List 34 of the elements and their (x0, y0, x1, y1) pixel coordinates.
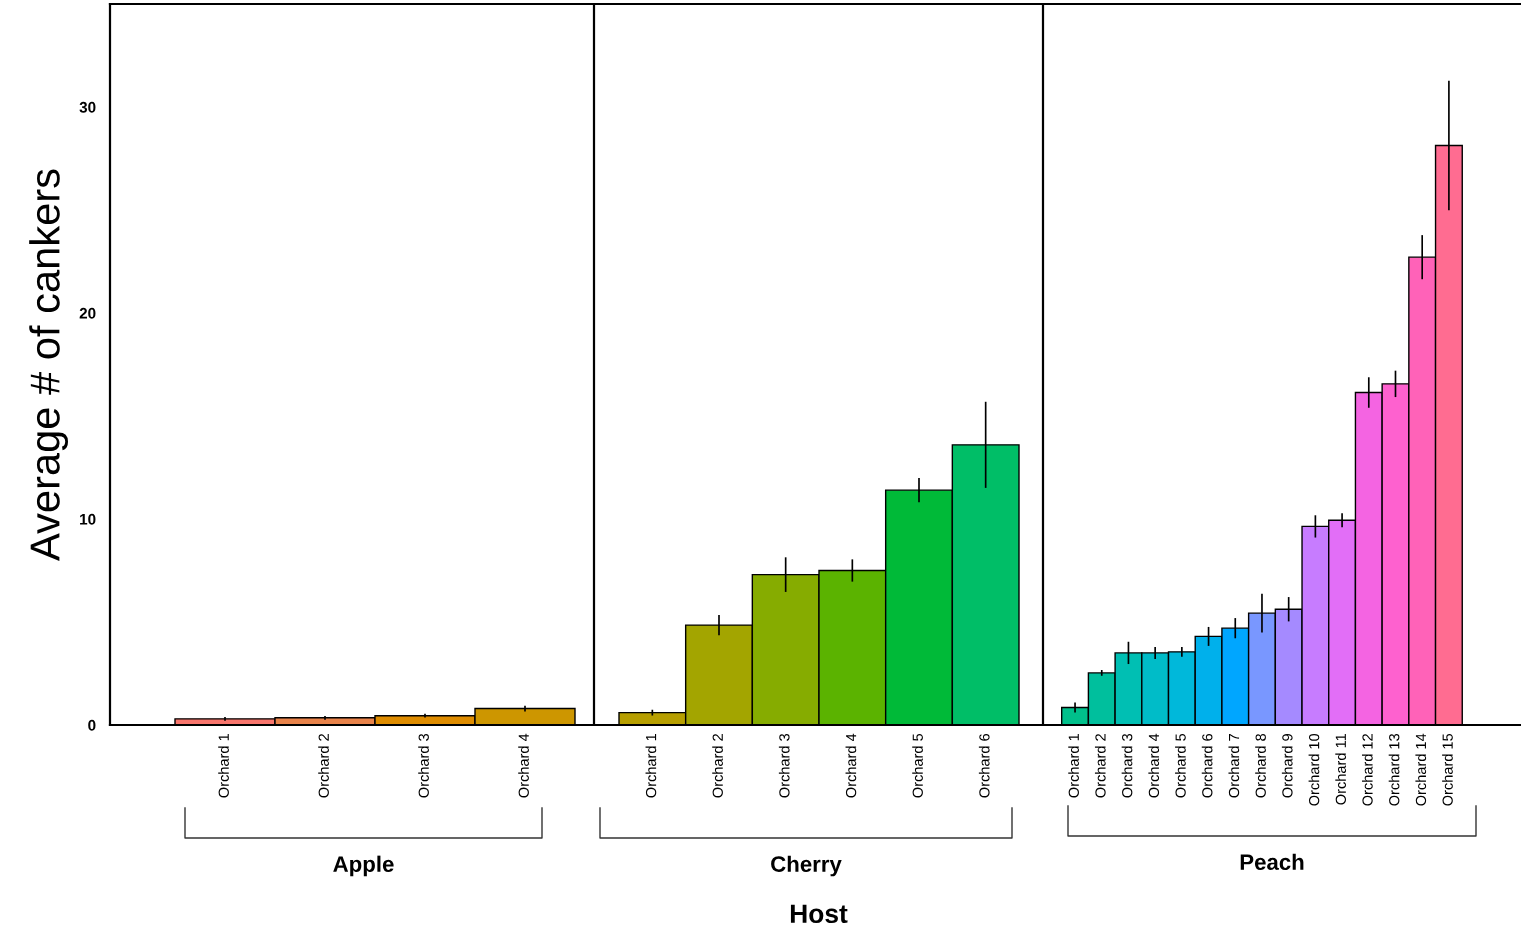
x-tick-label: Orchard 12 (1361, 734, 1373, 806)
x-tick-label: Orchard 10 (1308, 733, 1320, 806)
x-tick-label: Orchard 1 (1068, 734, 1079, 798)
y-tick-label: 10 (80, 513, 96, 525)
x-tick-label: Orchard 7 (1228, 734, 1240, 798)
x-tick-label: Orchard 5 (1175, 733, 1186, 798)
y-tick-label: 30 (79, 101, 96, 113)
x-tick-label: Orchard 3 (1121, 733, 1133, 798)
x-tick-label: Orchard 8 (1255, 733, 1266, 798)
text: Host (790, 904, 848, 924)
x-tick-label: Orchard 5 (912, 733, 923, 798)
x-tick-label: Orchard 4 (845, 733, 857, 798)
x-tick-label: Orchard 2 (1094, 734, 1106, 798)
x-tick-label: Orchard 2 (318, 734, 329, 798)
y-tick-label: 20 (79, 307, 96, 319)
x-tick-label: Orchard 1 (218, 734, 229, 798)
x-tick-label: Orchard 9 (1281, 734, 1293, 798)
x-tick-label: Orchard 4 (1148, 733, 1160, 798)
x-tick-label: Orchard 1 (645, 734, 657, 798)
x-tick-label: Orchard 6 (1201, 733, 1213, 798)
x-tick-label: Orchard 3 (418, 733, 429, 798)
x-tick-label: Orchard 2 (712, 734, 723, 798)
y-axis-title: Average # of cankers (29, 169, 69, 561)
x-axis-title: Apple (333, 855, 394, 877)
x-tick-label: Orchard 4 (518, 733, 529, 798)
x-tick-label: Orchard 14 (1415, 733, 1427, 806)
x-tick-label: Orchard 13 (1388, 733, 1400, 806)
x-axis-title: Peach (1240, 853, 1304, 870)
x-tick-label: Orchard 3 (778, 733, 790, 798)
x-axis-title: Cherry (771, 855, 842, 877)
x-tick-label: Orchard 15 (1442, 733, 1453, 806)
x-tick-label: Orchard 11 (1335, 734, 1346, 805)
y-tick-label: 0 (88, 719, 96, 731)
x-tick-label: Orchard 6 (978, 733, 990, 798)
